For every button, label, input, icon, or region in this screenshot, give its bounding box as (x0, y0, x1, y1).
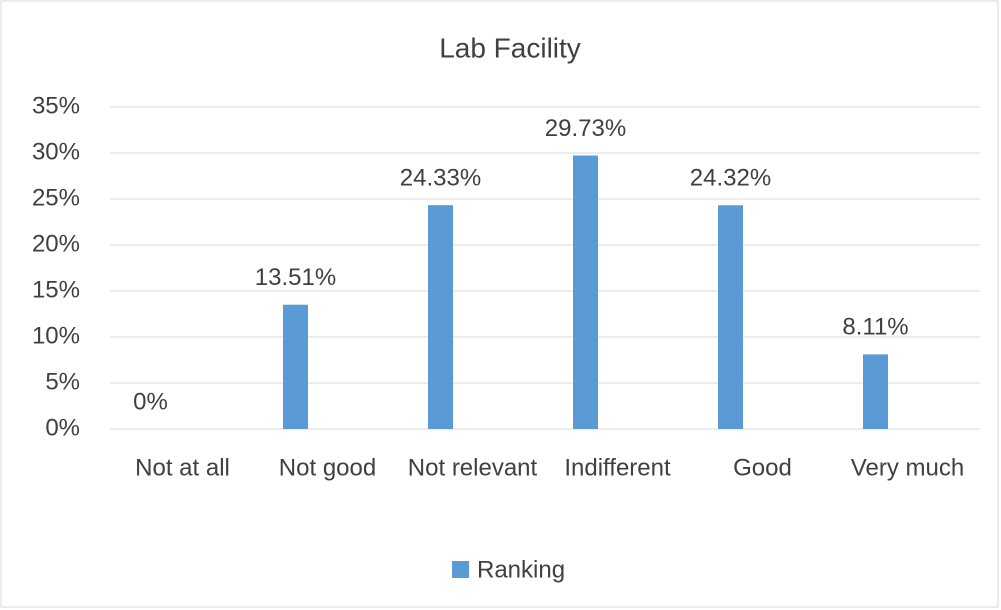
bar (718, 205, 743, 429)
data-label: 29.73% (545, 115, 626, 142)
legend-swatch (452, 561, 469, 578)
bar (283, 304, 308, 429)
data-label: 24.33% (400, 165, 481, 192)
legend-label: Ranking (477, 556, 565, 583)
y-tick-label: 15% (32, 276, 80, 303)
y-tick-label: 30% (32, 138, 80, 165)
data-label: 0% (133, 388, 168, 415)
bar (863, 354, 888, 429)
y-tick-label: 10% (32, 322, 80, 349)
x-tick-label: Indifferent (564, 454, 671, 481)
x-tick-label: Not good (279, 454, 376, 481)
x-tick-label: Not at all (135, 454, 230, 481)
data-label: 13.51% (255, 264, 336, 291)
y-tick-label: 0% (45, 414, 80, 441)
bar (428, 205, 453, 429)
bar (573, 155, 598, 429)
chart-title: Lab Facility (439, 32, 581, 63)
x-tick-label: Good (733, 454, 792, 481)
y-tick-label: 20% (32, 230, 80, 257)
y-tick-label: 35% (32, 92, 80, 119)
y-tick-label: 5% (45, 368, 80, 395)
y-tick-label: 25% (32, 184, 80, 211)
x-tick-label: Not relevant (408, 454, 538, 481)
data-label: 8.11% (842, 314, 908, 341)
x-tick-label: Very much (851, 454, 964, 481)
data-label: 24.32% (690, 165, 771, 192)
